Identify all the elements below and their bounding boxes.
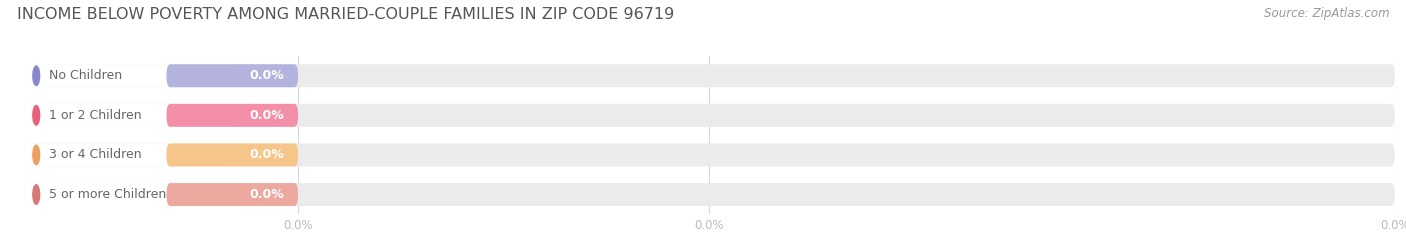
- Text: 1 or 2 Children: 1 or 2 Children: [49, 109, 141, 122]
- Text: INCOME BELOW POVERTY AMONG MARRIED-COUPLE FAMILIES IN ZIP CODE 96719: INCOME BELOW POVERTY AMONG MARRIED-COUPL…: [17, 7, 673, 22]
- FancyBboxPatch shape: [166, 183, 298, 206]
- FancyBboxPatch shape: [24, 104, 1395, 127]
- Circle shape: [32, 185, 39, 204]
- FancyBboxPatch shape: [24, 144, 1395, 166]
- FancyBboxPatch shape: [24, 64, 1395, 87]
- Text: 0.0%: 0.0%: [250, 109, 284, 122]
- Text: Source: ZipAtlas.com: Source: ZipAtlas.com: [1264, 7, 1389, 20]
- Text: No Children: No Children: [49, 69, 122, 82]
- FancyBboxPatch shape: [24, 183, 229, 206]
- Text: 3 or 4 Children: 3 or 4 Children: [49, 148, 141, 161]
- FancyBboxPatch shape: [24, 64, 229, 87]
- Circle shape: [32, 145, 39, 165]
- FancyBboxPatch shape: [24, 104, 229, 127]
- Circle shape: [32, 66, 39, 86]
- Text: 0.0%: 0.0%: [250, 148, 284, 161]
- Text: 0.0%: 0.0%: [250, 188, 284, 201]
- FancyBboxPatch shape: [166, 64, 298, 87]
- FancyBboxPatch shape: [24, 183, 1395, 206]
- FancyBboxPatch shape: [24, 144, 229, 166]
- Text: 0.0%: 0.0%: [250, 69, 284, 82]
- FancyBboxPatch shape: [166, 144, 298, 166]
- Circle shape: [32, 106, 39, 125]
- FancyBboxPatch shape: [166, 104, 298, 127]
- Text: 5 or more Children: 5 or more Children: [49, 188, 166, 201]
